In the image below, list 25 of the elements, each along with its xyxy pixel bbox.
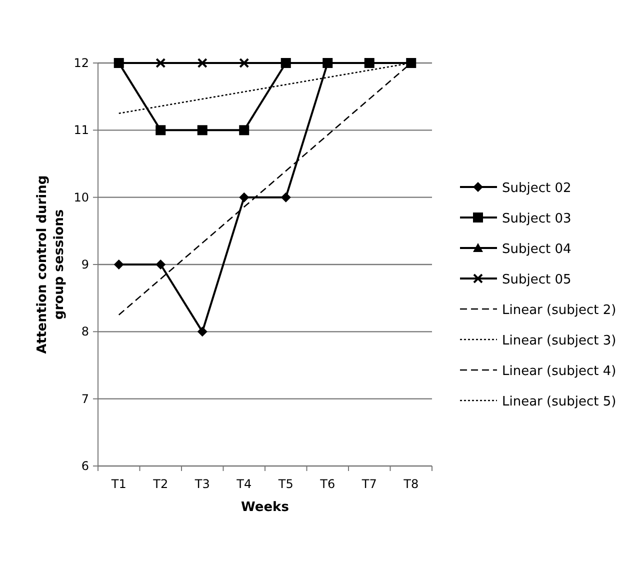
x-tick-label: T6 — [319, 477, 336, 491]
y-tick-label: 9 — [81, 258, 89, 272]
legend-label: Linear (subject 3) — [502, 334, 616, 348]
y-tick-label: 10 — [74, 190, 89, 204]
y-tick-label: 7 — [81, 392, 89, 406]
x-tick-label: T3 — [194, 477, 210, 491]
x-tick-label: T7 — [360, 477, 377, 491]
legend-label: Subject 03 — [502, 212, 572, 226]
x-tick-label: T5 — [277, 477, 294, 491]
legend-label: Linear (subject 2) — [502, 303, 616, 318]
x-axis-title: Weeks — [241, 500, 290, 515]
x-tick-label: T8 — [402, 477, 419, 491]
legend-label: Linear (subject 5) — [502, 394, 616, 410]
y-tick-label: 12 — [74, 56, 89, 70]
y-tick-label: 6 — [81, 459, 89, 473]
y-tick-label: 8 — [81, 324, 89, 339]
y-axis-title: Attention control during group sessions — [35, 175, 67, 354]
x-tick-label: T1 — [110, 477, 126, 491]
legend-label: Subject 02 — [502, 181, 572, 196]
x-tick-label: T2 — [152, 477, 168, 491]
y-tick-label: 11 — [74, 123, 89, 138]
legend-label: Subject 04 — [502, 242, 572, 257]
x-tick-label: T4 — [236, 477, 252, 491]
legend-label: Subject 05 — [502, 272, 572, 288]
legend-label: Linear (subject 4) — [502, 364, 616, 379]
